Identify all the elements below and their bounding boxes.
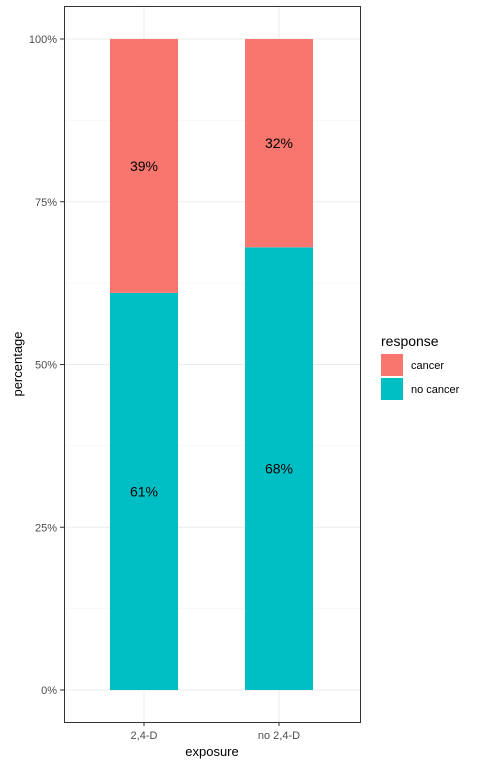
grid	[64, 6, 360, 722]
y-tick-label: 75%	[35, 197, 57, 209]
x-tick-label: no 2,4-D	[258, 730, 300, 742]
legend-key-no-cancer	[381, 378, 403, 400]
legend-key-cancer	[381, 354, 403, 376]
bar-cancer-0	[110, 39, 178, 293]
bar-cancer-1	[245, 39, 313, 248]
x-tick-label: 2,4-D	[131, 730, 158, 742]
legend-label-no-cancer: no cancer	[411, 384, 460, 396]
y-tick-label: 25%	[35, 522, 57, 534]
y-tick-label: 50%	[35, 360, 57, 372]
x-axis-title: exposure	[185, 744, 238, 759]
bars	[110, 39, 313, 690]
data-label-cancer-0: 39%	[130, 158, 158, 174]
y-axis-title: percentage	[10, 331, 25, 396]
y-tick-label: 0%	[41, 685, 57, 697]
y-axis: 0% 25% 50% 75% 100%	[29, 34, 64, 697]
bar-no-cancer-1	[245, 247, 313, 690]
legend: response cancer no cancer	[381, 333, 460, 400]
data-label-no-cancer-0: 61%	[130, 483, 158, 499]
bar-no-cancer-0	[110, 292, 178, 690]
segment-labels: 61% 39% 68% 32%	[130, 135, 293, 499]
legend-label-cancer: cancer	[411, 360, 444, 372]
x-axis: 2,4-D no 2,4-D	[131, 722, 300, 742]
data-label-no-cancer-1: 68%	[265, 461, 293, 477]
legend-title: response	[381, 333, 439, 349]
panel-border	[64, 6, 361, 723]
data-label-cancer-1: 32%	[265, 135, 293, 151]
y-tick-label: 100%	[29, 34, 57, 46]
